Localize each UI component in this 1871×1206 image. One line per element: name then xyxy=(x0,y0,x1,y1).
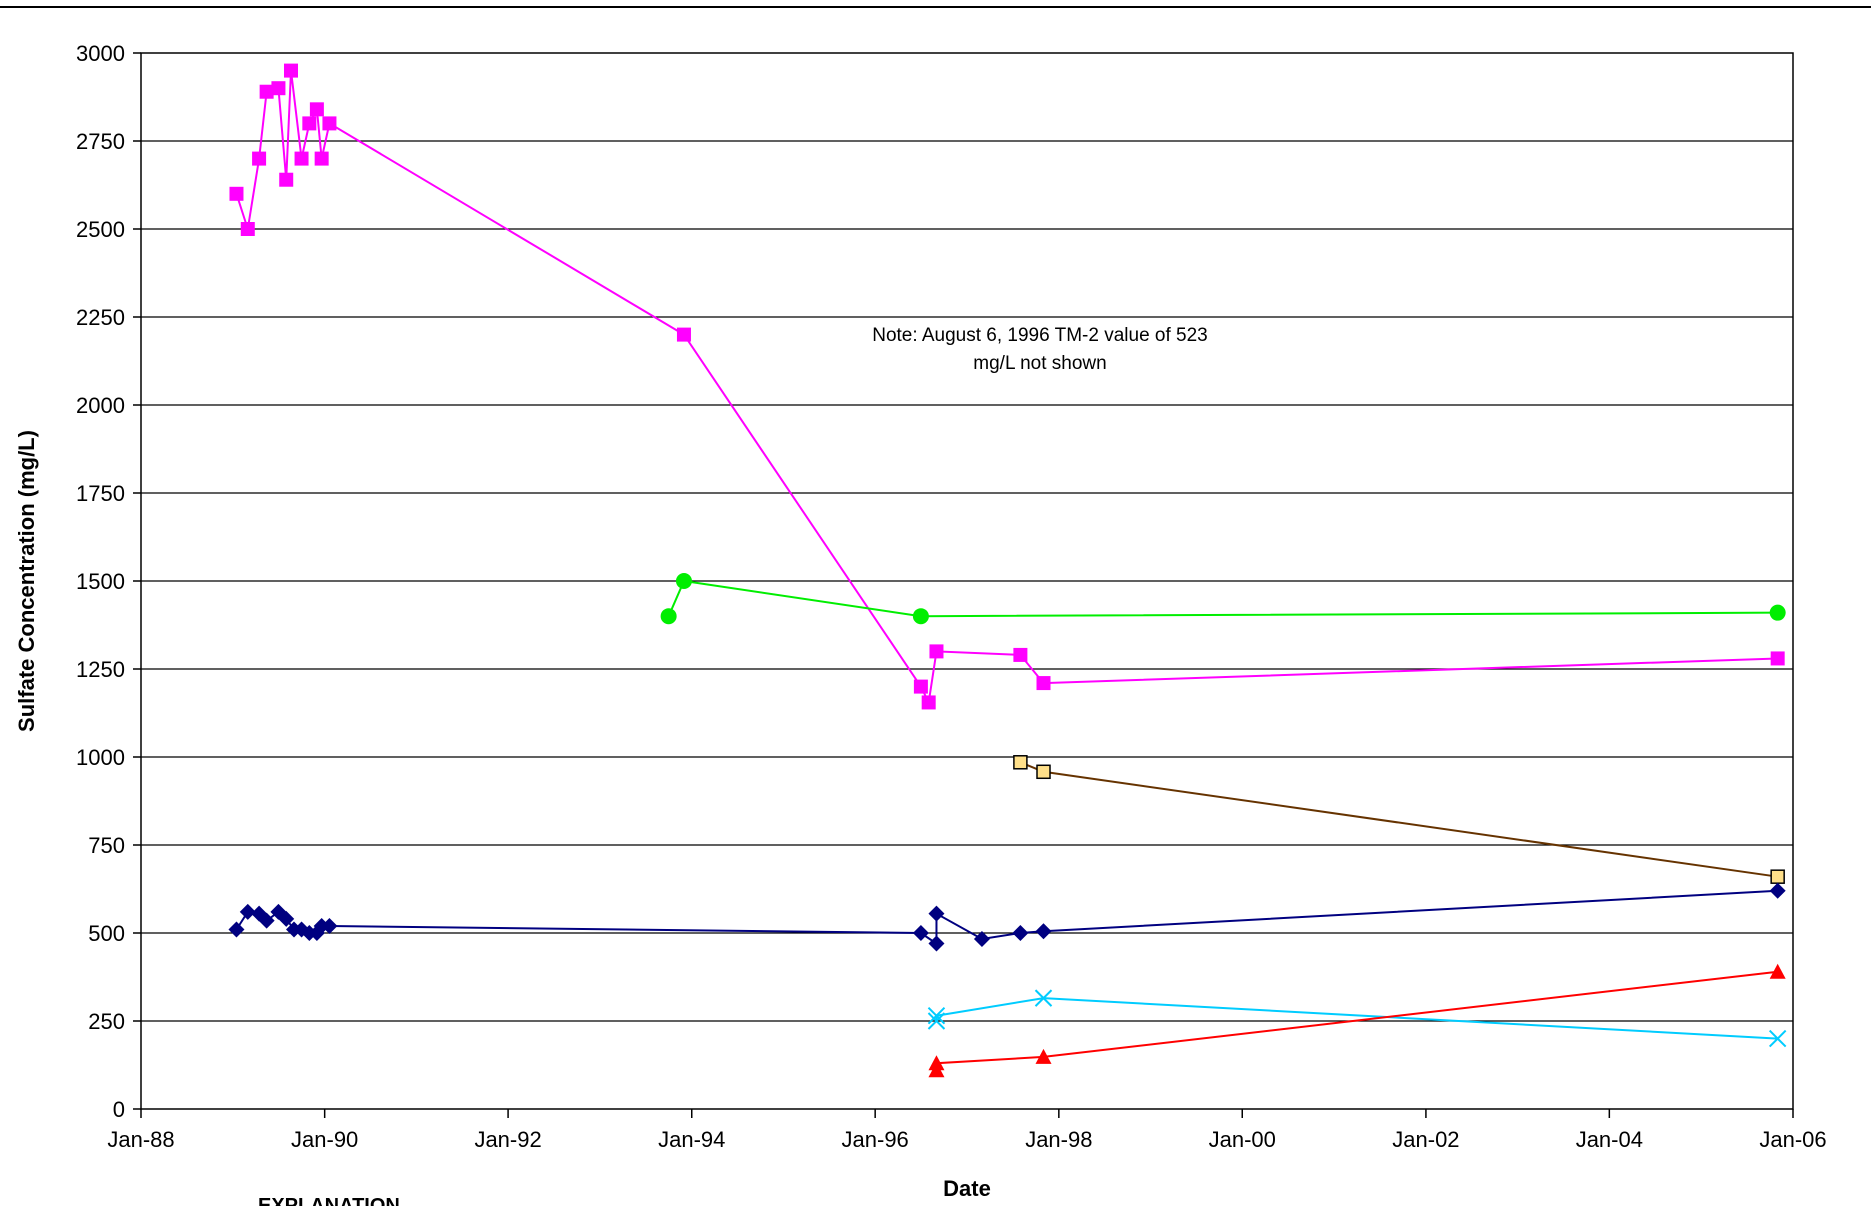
data-point xyxy=(1769,963,1786,979)
x-tick-label: Jan-90 xyxy=(291,1127,358,1152)
data-point xyxy=(309,102,324,117)
data-point xyxy=(973,930,990,947)
x-tick-label: Jan-92 xyxy=(474,1127,541,1152)
series-line xyxy=(235,70,1778,706)
data-point xyxy=(252,151,267,166)
x-tick-label: Jan-94 xyxy=(658,1127,725,1152)
data-point xyxy=(912,925,929,941)
gridlines xyxy=(141,140,1793,1022)
x-tick-label: Jan-88 xyxy=(107,1127,174,1152)
y-axis-title: Sulfate Concentration (mg/L) xyxy=(14,430,39,732)
x-tick-label: Jan-98 xyxy=(1025,1127,1092,1152)
series-layer xyxy=(228,63,1787,1078)
data-point xyxy=(928,1055,945,1071)
x-axis-title: Date xyxy=(943,1176,991,1201)
y-tick-label: 1250 xyxy=(76,657,125,682)
data-point xyxy=(229,186,244,201)
chart-note: Note: August 6, 1996 TM-2 value of 523 mg… xyxy=(872,325,1208,374)
series-line xyxy=(1020,761,1778,878)
data-point xyxy=(1768,1029,1787,1048)
y-tick-label: 3000 xyxy=(76,41,125,66)
y-tick-label: 750 xyxy=(88,833,125,858)
data-point xyxy=(294,151,309,166)
data-point xyxy=(1769,882,1786,899)
series-line xyxy=(235,889,1778,946)
data-point xyxy=(283,63,298,78)
data-point xyxy=(302,116,317,131)
data-point xyxy=(1770,651,1785,666)
y-tick-label: 1500 xyxy=(76,569,125,594)
y-axis: 0 250 500 750 1000 1250 1500 1750 2000 2250 2500 27… xyxy=(76,41,141,1122)
data-point xyxy=(240,222,255,236)
data-point xyxy=(322,116,337,131)
data-point xyxy=(1036,676,1051,691)
series-3 xyxy=(1013,755,1785,884)
y-tick-label: 500 xyxy=(88,921,125,946)
data-point xyxy=(1035,923,1052,940)
data-point xyxy=(928,905,945,922)
y-tick-label: 1000 xyxy=(76,745,125,770)
data-point xyxy=(927,1007,946,1025)
top-rule xyxy=(0,6,1871,8)
data-point xyxy=(1013,755,1028,770)
data-point xyxy=(1770,869,1785,884)
data-point xyxy=(1034,989,1053,1007)
data-point xyxy=(1012,925,1029,941)
chart-note-line: mg/L not shown xyxy=(973,353,1106,374)
y-tick-label: 2250 xyxy=(76,305,125,330)
legend-heading: EXPLANATION xyxy=(258,1195,400,1206)
data-point xyxy=(1036,764,1051,780)
x-axis: Jan-88 Jan-90 Jan-92 Jan-94 Jan-96 Jan-98 Jan-… xyxy=(107,1109,1827,1152)
data-point xyxy=(258,912,275,929)
data-point xyxy=(271,81,286,96)
data-point xyxy=(321,917,338,934)
x-tick-label: Jan-96 xyxy=(842,1127,909,1152)
data-point xyxy=(228,921,245,938)
data-point xyxy=(278,910,295,927)
series-5 xyxy=(927,989,1787,1048)
series-2 xyxy=(660,573,1786,625)
data-point xyxy=(921,695,936,710)
y-tick-label: 250 xyxy=(88,1009,125,1034)
data-point xyxy=(676,327,691,342)
data-point xyxy=(913,679,928,694)
series-1 xyxy=(229,63,1785,710)
x-tick-label: Jan-06 xyxy=(1759,1127,1826,1152)
data-point xyxy=(259,84,274,99)
data-point xyxy=(1013,647,1028,662)
y-tick-label: 1750 xyxy=(76,481,125,506)
data-point xyxy=(928,935,945,952)
data-point xyxy=(912,608,929,625)
series-line xyxy=(935,997,1778,1040)
series-4 xyxy=(228,882,1786,952)
series-6 xyxy=(928,963,1786,1078)
y-tick-label: 2750 xyxy=(76,129,125,154)
data-point xyxy=(1035,1048,1052,1064)
y-tick-label: 2500 xyxy=(76,217,125,242)
data-point xyxy=(314,151,329,166)
data-point xyxy=(239,903,256,920)
data-point xyxy=(929,644,944,659)
data-point xyxy=(279,172,294,187)
x-tick-label: Jan-02 xyxy=(1392,1127,1459,1152)
data-point xyxy=(660,608,677,625)
y-tick-label: 0 xyxy=(113,1097,125,1122)
chart-note-line: Note: August 6, 1996 TM-2 value of 523 xyxy=(872,325,1208,346)
data-point xyxy=(675,573,692,589)
y-tick-label: 2000 xyxy=(76,393,125,418)
data-point xyxy=(927,1012,946,1030)
data-point xyxy=(1769,604,1786,621)
x-tick-label: Jan-04 xyxy=(1576,1127,1643,1152)
x-tick-label: Jan-00 xyxy=(1209,1127,1276,1152)
series-line xyxy=(667,579,1778,618)
